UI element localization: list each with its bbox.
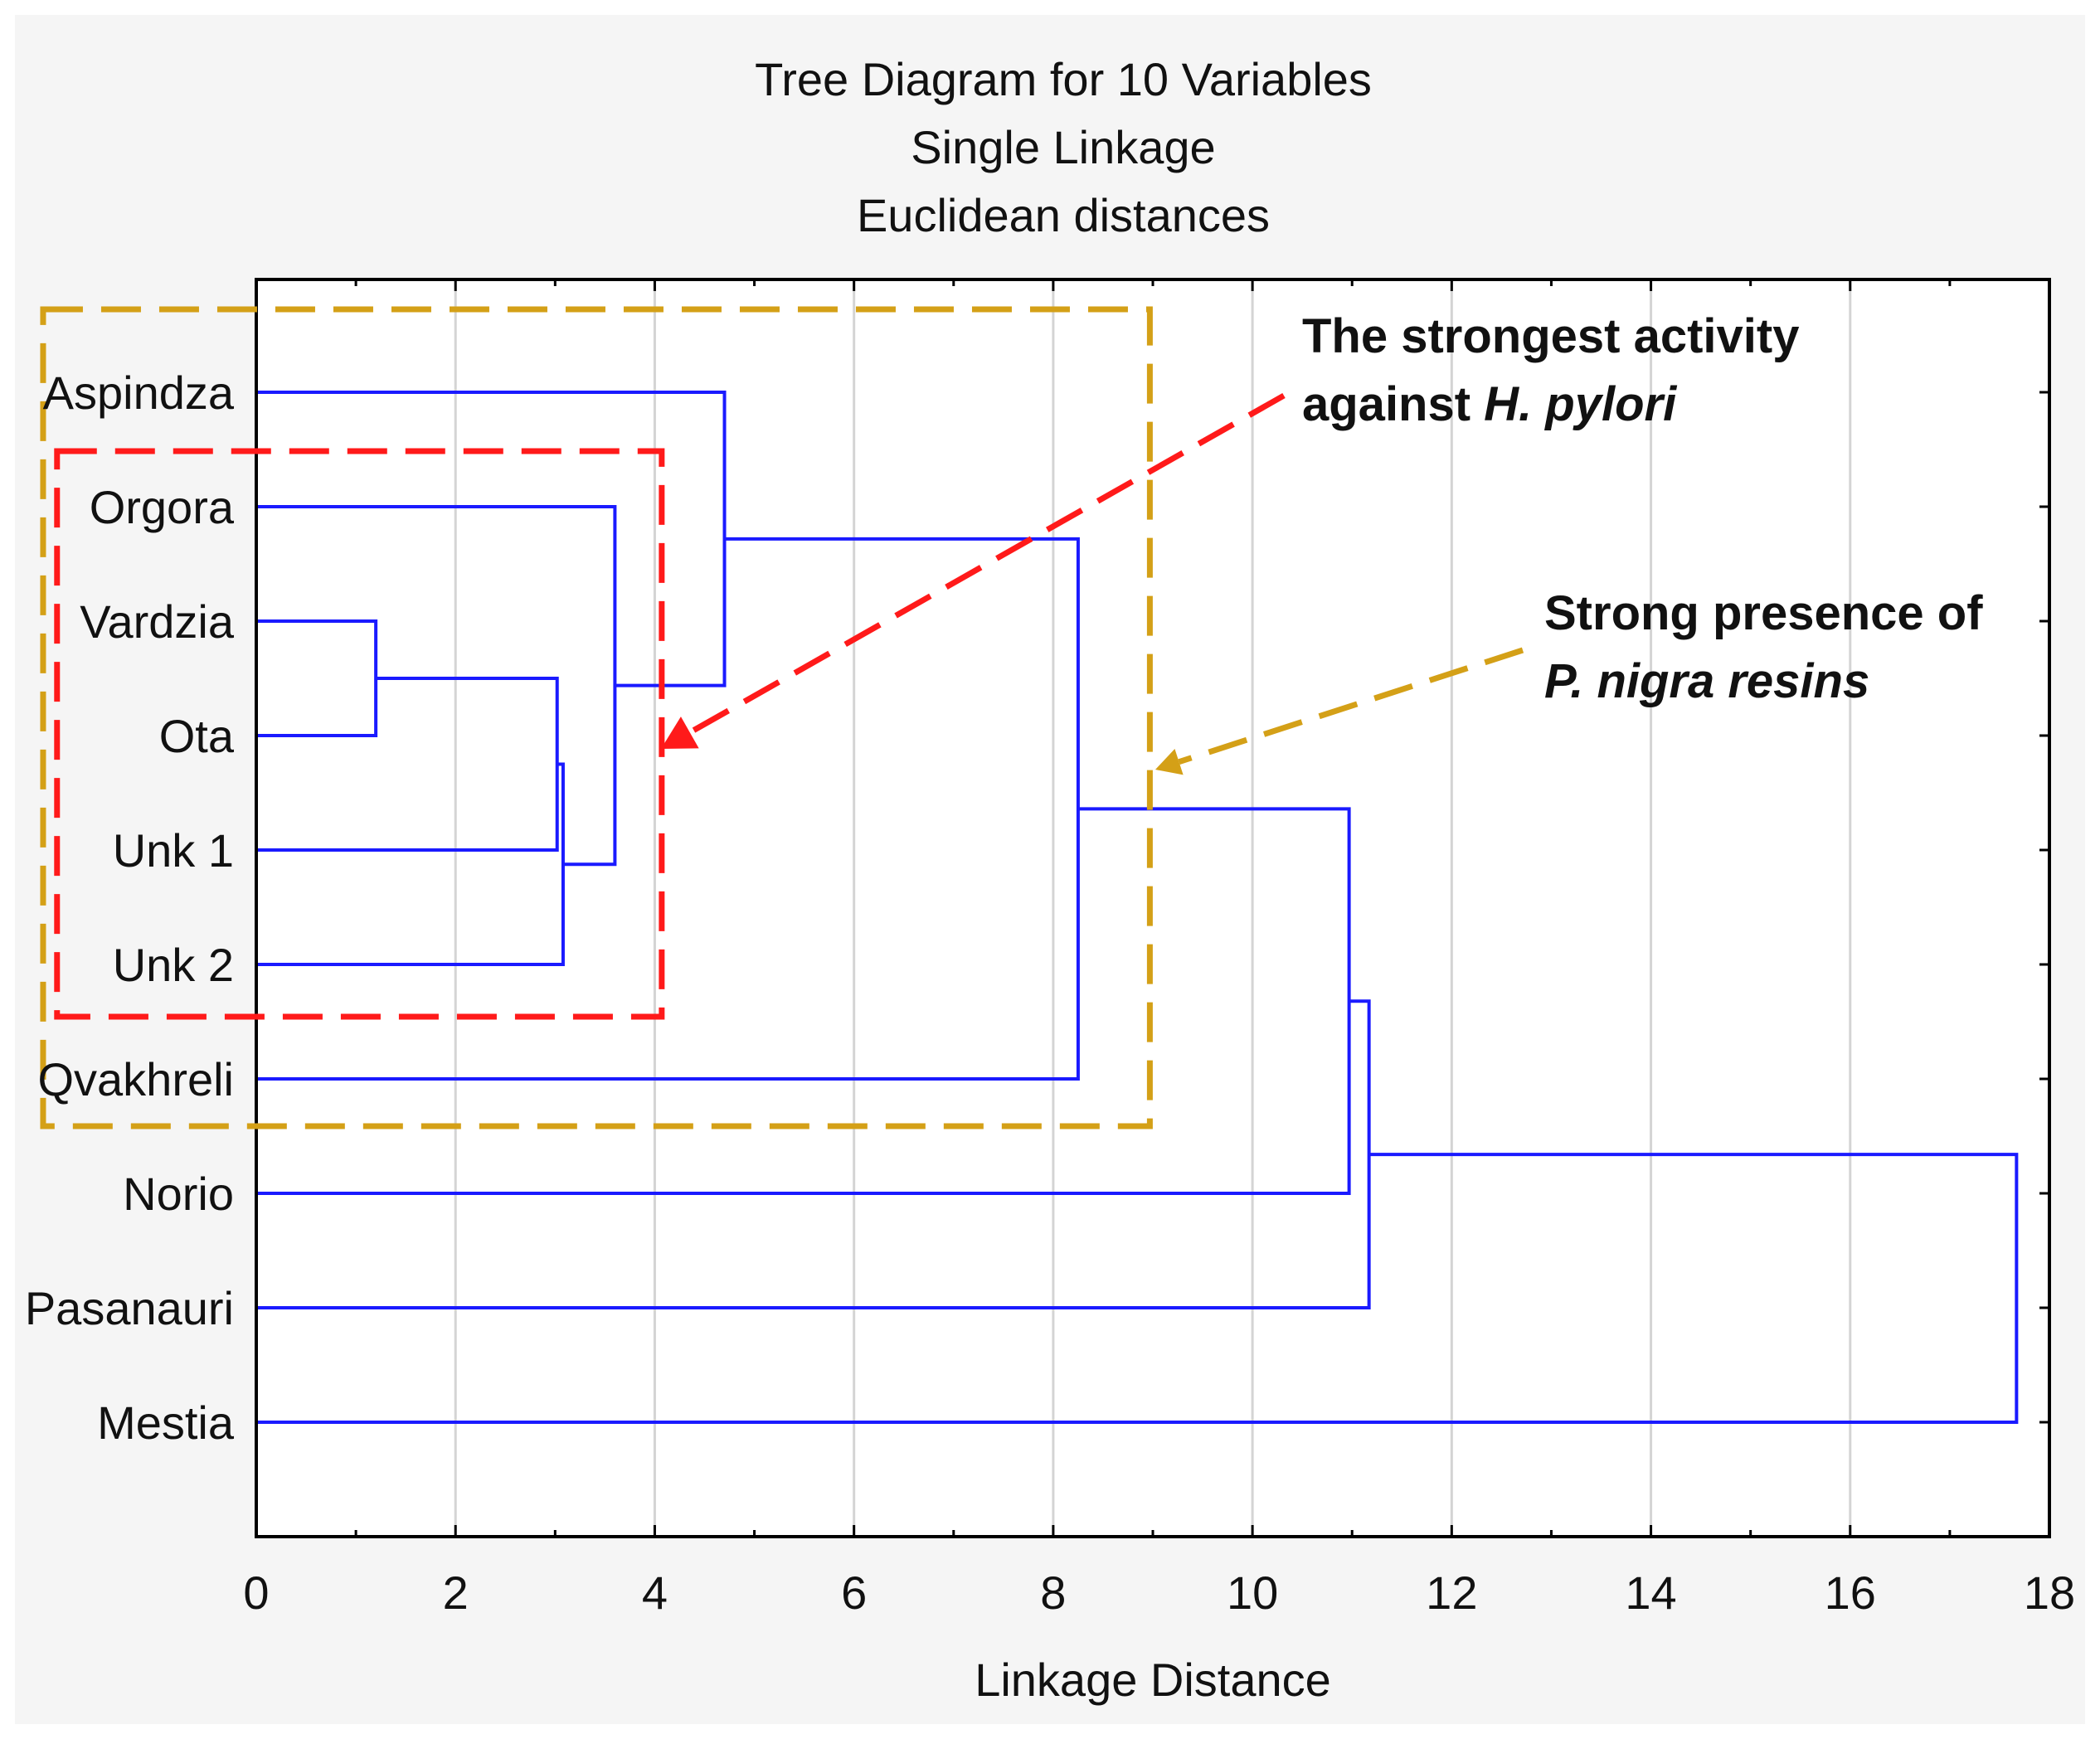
annotation-arrowhead-1 (661, 716, 699, 749)
grid-lines (454, 279, 1852, 1537)
leaf-label-norio: Norio (123, 1168, 234, 1220)
leaf-label-pasanauri: Pasanauri (25, 1282, 234, 1334)
annotation-text-2-line-2: P. nigra resins (1544, 654, 1869, 708)
link-c1 (256, 619, 378, 737)
x-tick-label-14: 14 (1625, 1567, 1676, 1619)
x-tick-label-2: 2 (443, 1567, 469, 1619)
leaf-label-unk-2: Unk 2 (113, 939, 234, 991)
x-tick-label-18: 18 (2024, 1567, 2075, 1619)
leaf-label-unk-1: Unk 1 (113, 824, 234, 877)
annotation-text-1-line-1: The strongest activity (1302, 309, 1799, 363)
annotation-boxes (40, 306, 1524, 1129)
x-tick-label-8: 8 (1040, 1567, 1066, 1619)
leaf-label-qvakhreli: Qvakhreli (37, 1053, 234, 1105)
x-tick-label-12: 12 (1426, 1567, 1477, 1619)
x-axis-title: Linkage Distance (975, 1654, 1331, 1706)
annotation-texts: The strongest activity against H. pylori S… (1302, 309, 1983, 708)
x-tick-label-6: 6 (841, 1567, 867, 1619)
plot-area (255, 278, 2051, 1538)
annotation-arrow-2 (1178, 647, 1524, 765)
annotation-box-2 (40, 306, 1153, 1129)
leaf-label-orgora: Orgora (90, 481, 235, 533)
x-tick-label-16: 16 (1825, 1567, 1876, 1619)
chart-subtitle-line-1: Single Linkage (911, 121, 1215, 173)
link-c8 (256, 999, 1371, 1309)
leaf-label-mestia: Mestia (97, 1397, 235, 1449)
leaf-label-ota: Ota (159, 710, 235, 762)
chart-title: Tree Diagram for 10 Variables (755, 53, 1372, 105)
annotation-box-1 (54, 448, 665, 1020)
leaf-label-aspindza: Aspindza (43, 367, 235, 419)
annotation-text-1-line-2: against H. pylori (1302, 377, 1678, 431)
leaf-labels: Aspindza Orgora Vardzia Ota Unk 1 Unk 2 Qvakhr… (25, 367, 235, 1449)
leaf-label-vardzia: Vardzia (80, 595, 235, 648)
plot-border (255, 278, 2051, 1538)
link-c5 (256, 391, 727, 687)
annotation-arrowhead-2 (1155, 749, 1184, 775)
x-tick-label-0: 0 (243, 1567, 269, 1619)
link-c9 (256, 1153, 2019, 1424)
x-tick-label-4: 4 (642, 1567, 668, 1619)
annotation-text-2-line-1: Strong presence of (1544, 586, 1983, 640)
link-c3 (256, 762, 565, 966)
x-tick-labels: 0 2 4 6 8 10 12 14 16 18 (243, 1567, 2075, 1619)
x-tick-label-10: 10 (1227, 1567, 1278, 1619)
dendrogram-links (256, 391, 2019, 1424)
chart-subtitle-line-2: Euclidean distances (857, 189, 1270, 241)
